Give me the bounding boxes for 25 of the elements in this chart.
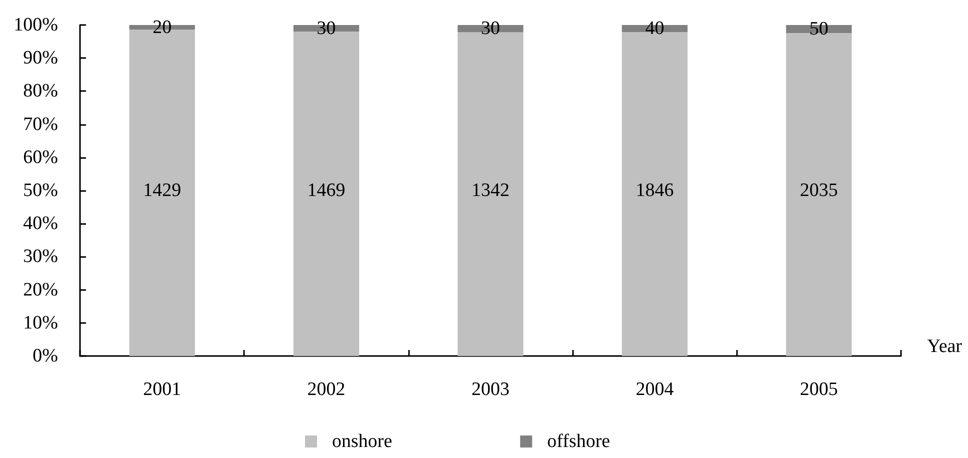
legend-label: offshore — [547, 431, 610, 452]
y-tick-label: 60% — [23, 146, 58, 168]
x-tick-label: 2003 — [472, 379, 510, 400]
y-tick-label: 50% — [23, 180, 58, 201]
annotation: 1469 — [307, 180, 346, 201]
y-tick-label: 20% — [23, 279, 58, 300]
y-tick-label: 80% — [23, 80, 58, 102]
annotation: 1429 — [143, 180, 182, 201]
x-tick-label: 2001 — [143, 379, 182, 400]
y-tick-label: 90% — [23, 48, 58, 69]
y-tick-label: 70% — [23, 114, 58, 135]
y-tick-label: 100% — [14, 14, 58, 36]
annotation: 2035 — [800, 180, 838, 201]
y-tick-label: 10% — [23, 312, 58, 334]
annotation: 50 — [809, 18, 828, 40]
x-axis-title: Year — [927, 336, 963, 357]
y-tick-label: 40% — [23, 213, 58, 234]
legend-label: onshore — [332, 431, 392, 452]
annotation: 1846 — [636, 180, 674, 201]
y-tick-label: 30% — [23, 246, 58, 268]
y-tick-label: 0% — [32, 346, 58, 366]
x-tick-label: 2005 — [800, 379, 838, 400]
annotation: 1342 — [472, 180, 510, 201]
x-tick-label: 2002 — [307, 379, 346, 400]
x-tick-label: 2004 — [636, 379, 674, 400]
